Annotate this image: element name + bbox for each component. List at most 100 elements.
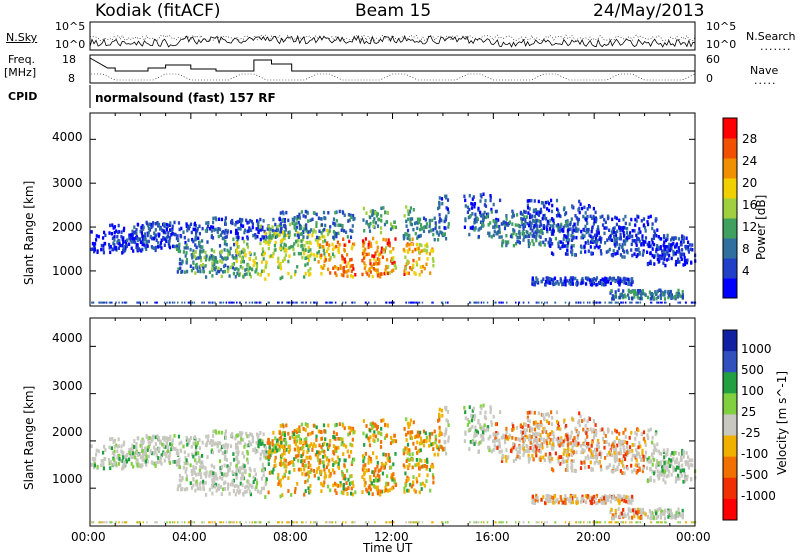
velocity-cell — [109, 437, 111, 441]
velocity-cell — [310, 456, 312, 460]
power-cell — [297, 215, 299, 219]
velocity-cell — [215, 472, 217, 476]
velocity-cell — [372, 433, 374, 437]
power-cell — [611, 218, 613, 222]
velocity-cell — [363, 443, 365, 447]
velocity-cell — [249, 490, 251, 494]
velocity-cell — [222, 444, 224, 448]
velocity-cell — [533, 447, 535, 451]
velocity-cell — [280, 424, 282, 428]
power-cell — [186, 258, 188, 262]
power-cell — [668, 245, 670, 249]
velocity-cell — [246, 490, 248, 494]
velocity-cell — [298, 450, 300, 454]
power-cell — [650, 292, 652, 296]
velocity-cell — [172, 438, 174, 442]
velocity-cell — [294, 487, 296, 491]
power-cell — [616, 241, 618, 245]
power-cell — [599, 238, 601, 242]
velocity-cell — [342, 424, 344, 428]
velocity-cell — [369, 429, 371, 433]
velocity-cell — [638, 463, 640, 467]
velocity-cell — [544, 429, 546, 433]
power-cell — [435, 221, 437, 225]
power-cell — [280, 277, 282, 281]
power-cell — [426, 245, 428, 249]
power-cell — [643, 217, 645, 221]
velocity-cell — [575, 450, 577, 454]
power-cell — [152, 246, 154, 250]
power-cell — [148, 227, 150, 231]
velocity-cell — [199, 487, 201, 491]
velocity-cell — [140, 455, 142, 459]
velocity-cell — [534, 428, 536, 432]
power-cell — [377, 274, 379, 278]
power-cell — [227, 253, 229, 256]
velocity-cell — [504, 441, 506, 445]
power-cell — [635, 248, 637, 252]
velocity-cell — [318, 477, 320, 481]
power-cell — [438, 226, 440, 230]
power-cell — [438, 206, 440, 210]
power-cell — [587, 228, 589, 232]
power-cell — [143, 302, 145, 304]
power-cell — [315, 221, 317, 225]
velocity-cell — [468, 447, 470, 451]
power-cell — [416, 261, 418, 265]
power-cell — [153, 237, 155, 241]
power-cell — [612, 297, 614, 301]
power-cell — [626, 227, 628, 231]
power-cell — [322, 245, 324, 249]
power-cell — [240, 220, 242, 224]
velocity-cell — [323, 429, 325, 433]
velocity-cell — [296, 482, 298, 486]
velocity-cell — [416, 458, 418, 462]
velocity-cell — [632, 443, 634, 447]
power-cell — [122, 241, 124, 245]
velocity-cell — [345, 481, 347, 485]
power-cell — [583, 302, 585, 304]
velocity-cell — [113, 450, 115, 454]
power-cell — [556, 208, 558, 212]
power-cell — [605, 280, 607, 284]
power-cell — [132, 237, 134, 241]
power-cell — [201, 245, 203, 249]
power-cell — [517, 224, 519, 228]
velocity-cell — [530, 428, 532, 432]
velocity-cell — [352, 484, 354, 488]
power-cell — [447, 207, 449, 211]
power-cell — [538, 200, 540, 204]
power-cell — [405, 205, 407, 209]
velocity-cell — [423, 439, 425, 443]
power-cell — [173, 233, 175, 237]
power-cell — [533, 209, 535, 213]
power-cell — [615, 290, 617, 294]
velocity-cell — [323, 442, 325, 446]
velocity-cell — [531, 435, 533, 439]
power-cell — [237, 220, 239, 224]
power-cell — [603, 226, 605, 230]
velocity-cell — [318, 466, 320, 470]
power-cell — [288, 236, 290, 240]
power-cell — [429, 225, 431, 229]
power-cell — [323, 228, 325, 232]
velocity-cell — [347, 450, 349, 454]
velocity-cell — [629, 436, 631, 440]
velocity-cell — [365, 435, 367, 439]
power-cell — [303, 244, 305, 248]
power-cell — [386, 258, 388, 262]
velocity-cell — [419, 458, 421, 462]
velocity-cell — [429, 468, 431, 472]
power-cell — [413, 271, 415, 275]
power-cell — [437, 238, 439, 242]
velocity-cell — [577, 442, 579, 446]
power-cell — [157, 245, 159, 249]
power-cell — [167, 235, 169, 239]
velocity-cell — [311, 448, 313, 452]
power-cell — [484, 211, 486, 215]
velocity-cell — [316, 470, 318, 474]
velocity-cell — [279, 431, 281, 435]
power-cell — [123, 245, 125, 249]
power-cell — [606, 238, 608, 242]
power-cell — [239, 251, 241, 255]
